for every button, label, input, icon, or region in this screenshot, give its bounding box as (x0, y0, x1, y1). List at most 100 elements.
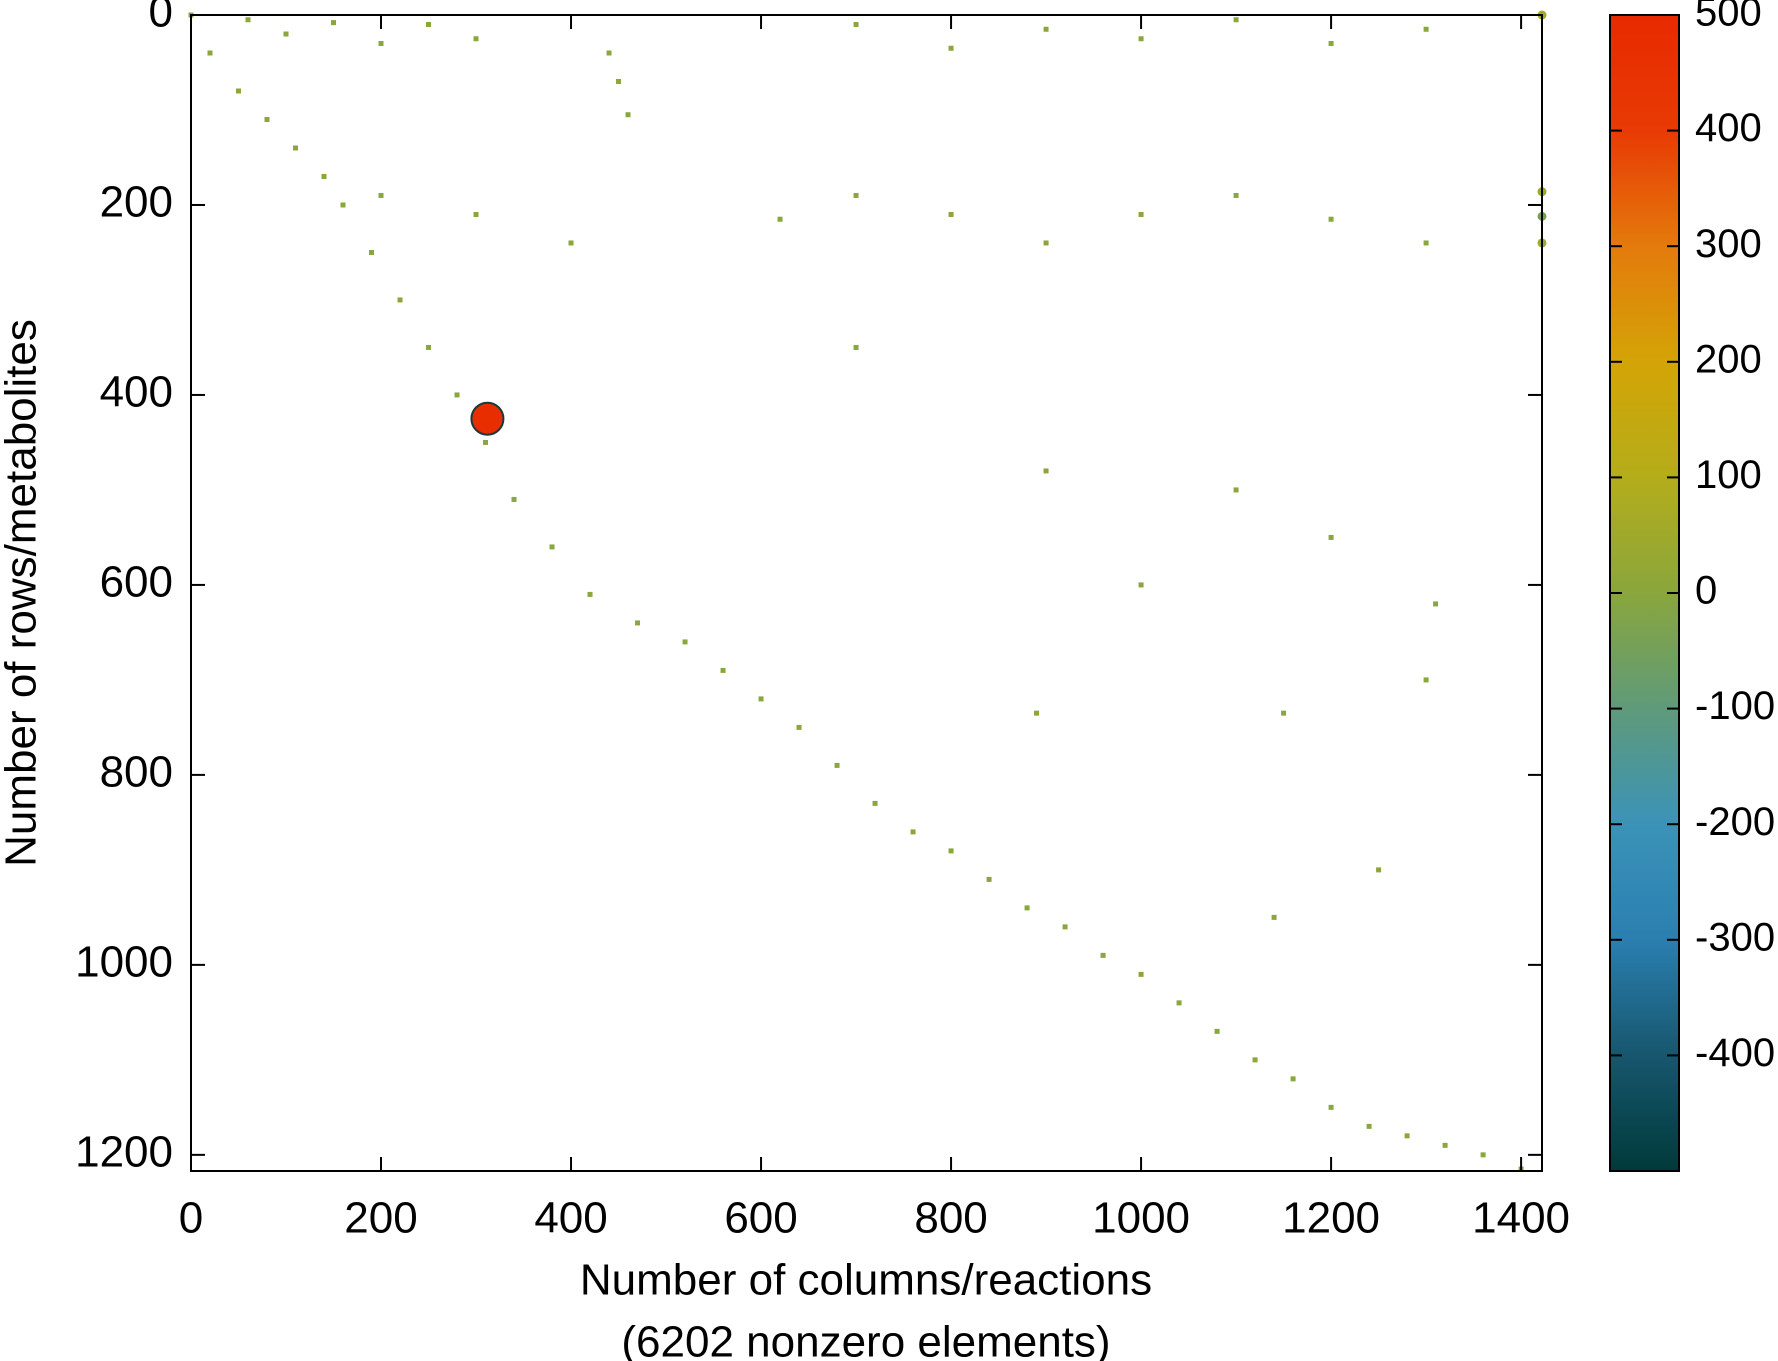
nonzero-point (1138, 211, 1144, 217)
nonzero-point (682, 639, 688, 645)
nonzero-point (1442, 1142, 1448, 1148)
nonzero-point (853, 344, 859, 350)
colorbar-tick-label: 0 (1695, 569, 1717, 613)
nonzero-points (188, 10, 1547, 1172)
nonzero-point (473, 211, 479, 217)
colorbar-tick-label: -400 (1695, 1031, 1775, 1075)
nonzero-point (1433, 601, 1439, 607)
x-tick-label: 200 (344, 1194, 417, 1243)
x-axis-note: (6202 nonzero elements) (621, 1318, 1110, 1361)
y-tick-label: 1000 (75, 938, 173, 987)
nonzero-point (483, 439, 489, 445)
nonzero-point (426, 344, 432, 350)
nonzero-point (331, 20, 337, 26)
nonzero-point (777, 216, 783, 222)
colorbar-tick-label: -200 (1695, 800, 1775, 844)
nonzero-point (587, 591, 593, 597)
nonzero-point (1328, 40, 1334, 46)
nonzero-point (1328, 1104, 1334, 1110)
y-tick-label: 0 (149, 0, 173, 37)
nonzero-point (948, 211, 954, 217)
nonzero-point (426, 21, 432, 27)
nonzero-point (1233, 192, 1239, 198)
nonzero-point (236, 88, 242, 94)
nonzero-point (264, 116, 270, 122)
x-tick-label: 1000 (1092, 1194, 1190, 1243)
nonzero-point (1024, 905, 1030, 911)
nonzero-point (1252, 1057, 1258, 1063)
nonzero-point (568, 240, 574, 246)
nonzero-point (853, 21, 859, 27)
nonzero-point (1328, 216, 1334, 222)
nonzero-point (1043, 240, 1049, 246)
nonzero-point (625, 112, 631, 118)
nonzero-point (1034, 710, 1040, 716)
nonzero-point (948, 848, 954, 854)
nonzero-point (1480, 1152, 1486, 1158)
nonzero-point (616, 78, 622, 84)
colorbar-tick-label: 200 (1695, 337, 1762, 381)
y-tick-label: 600 (100, 558, 173, 607)
nonzero-point (986, 876, 992, 882)
nonzero-point (283, 31, 289, 37)
nonzero-point (1404, 1133, 1410, 1139)
nonzero-point (1233, 17, 1239, 23)
nonzero-point (369, 249, 375, 255)
nonzero-point (853, 192, 859, 198)
nonzero-point (948, 45, 954, 51)
nonzero-point (834, 762, 840, 768)
nonzero-point (378, 40, 384, 46)
nonzero-point (1138, 582, 1144, 588)
x-axis-label: Number of columns/reactions (580, 1256, 1152, 1305)
colorbar-tick-label: 500 (1695, 0, 1762, 35)
nonzero-point (1062, 924, 1068, 930)
nonzero-point (758, 696, 764, 702)
nonzero-point (720, 667, 726, 673)
y-tick-label: 1200 (75, 1127, 173, 1176)
nonzero-point (340, 202, 346, 208)
y-tick-label: 800 (100, 748, 173, 797)
y-tick-label: 400 (100, 368, 173, 417)
colorbar-tick-label: 400 (1695, 106, 1762, 150)
nonzero-point (1138, 36, 1144, 42)
nonzero-point (1100, 952, 1106, 958)
y-axis-label: Number of rows/metabolites (0, 319, 46, 867)
x-tick-label: 600 (724, 1194, 797, 1243)
nonzero-point (1423, 240, 1429, 246)
nonzero-point (378, 192, 384, 198)
nonzero-point (635, 620, 641, 626)
nonzero-point (1043, 26, 1049, 32)
nonzero-point (1328, 534, 1334, 540)
nonzero-point (1233, 487, 1239, 493)
nonzero-point (454, 392, 460, 398)
nonzero-point (207, 50, 213, 56)
nonzero-point (1423, 26, 1429, 32)
nonzero-point (1214, 1028, 1220, 1034)
x-tick-label: 800 (914, 1194, 987, 1243)
colorbar-tick-label: 300 (1695, 222, 1762, 266)
nonzero-point (1043, 468, 1049, 474)
colorbar-tick-label: -100 (1695, 684, 1775, 728)
nonzero-point (872, 800, 878, 806)
nonzero-point (549, 544, 555, 550)
nonzero-point (796, 724, 802, 730)
y-tick-label: 200 (100, 178, 173, 227)
nonzero-point (511, 496, 517, 502)
nonzero-point (1271, 914, 1277, 920)
nonzero-point (245, 17, 251, 23)
x-tick-label: 0 (179, 1194, 203, 1243)
nonzero-point (397, 297, 403, 303)
nonzero-point (473, 36, 479, 42)
plot-frame (190, 14, 1543, 1172)
x-tick-label: 400 (534, 1194, 607, 1243)
colorbar-tick-label: -300 (1695, 915, 1775, 959)
nonzero-point (1281, 710, 1287, 716)
nonzero-point (910, 829, 916, 835)
nonzero-point (293, 145, 299, 151)
x-tick-label: 1400 (1472, 1194, 1570, 1243)
nonzero-point (1138, 971, 1144, 977)
nonzero-point (1366, 1123, 1372, 1129)
nonzero-point (1290, 1076, 1296, 1082)
x-tick-label: 1200 (1282, 1194, 1380, 1243)
